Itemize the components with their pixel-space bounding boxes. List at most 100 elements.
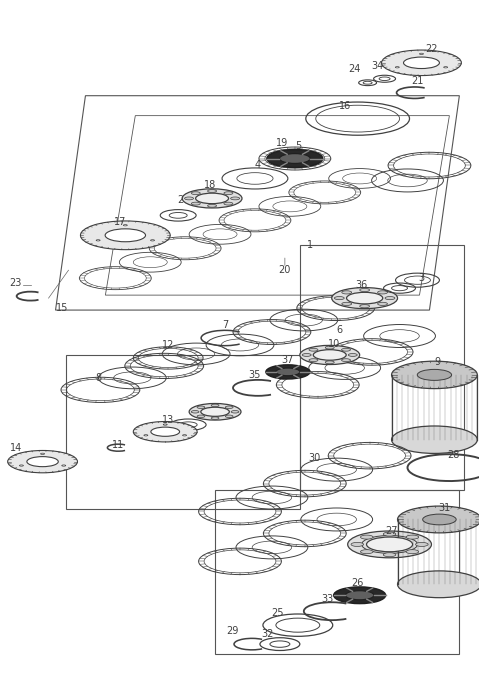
Ellipse shape [325, 361, 334, 364]
Ellipse shape [267, 150, 323, 167]
Ellipse shape [378, 302, 387, 305]
Text: 4: 4 [255, 160, 261, 171]
Text: 26: 26 [351, 578, 364, 588]
Text: 33: 33 [322, 594, 334, 604]
Text: 17: 17 [114, 217, 127, 227]
Ellipse shape [211, 404, 219, 406]
Ellipse shape [335, 297, 344, 300]
Ellipse shape [378, 290, 387, 294]
Ellipse shape [224, 192, 233, 195]
Ellipse shape [225, 415, 233, 418]
Ellipse shape [334, 587, 385, 603]
Ellipse shape [192, 202, 200, 205]
Ellipse shape [123, 224, 127, 226]
Text: 7: 7 [222, 320, 228, 330]
Text: 16: 16 [338, 100, 351, 111]
Ellipse shape [406, 550, 419, 554]
Text: 23: 23 [10, 278, 22, 288]
Ellipse shape [420, 53, 423, 55]
Text: 29: 29 [226, 626, 238, 636]
Text: 2: 2 [177, 195, 183, 206]
Ellipse shape [279, 154, 310, 163]
Ellipse shape [416, 543, 428, 547]
Ellipse shape [19, 465, 24, 466]
Text: 18: 18 [204, 181, 216, 191]
Ellipse shape [41, 453, 45, 454]
Text: 37: 37 [282, 355, 294, 365]
Text: 20: 20 [279, 265, 291, 275]
Ellipse shape [347, 293, 383, 304]
Ellipse shape [211, 417, 219, 419]
Ellipse shape [325, 346, 334, 349]
Ellipse shape [105, 229, 145, 242]
Text: 6: 6 [336, 325, 343, 335]
Ellipse shape [397, 506, 480, 533]
Text: 21: 21 [411, 75, 424, 86]
Ellipse shape [96, 240, 100, 241]
Ellipse shape [404, 57, 439, 69]
Ellipse shape [192, 192, 200, 195]
Ellipse shape [302, 353, 311, 357]
Ellipse shape [231, 410, 239, 413]
Ellipse shape [151, 427, 180, 436]
Ellipse shape [342, 348, 350, 351]
Ellipse shape [348, 353, 357, 357]
Ellipse shape [163, 424, 167, 425]
Ellipse shape [309, 359, 318, 361]
Ellipse shape [189, 404, 241, 420]
Ellipse shape [182, 435, 187, 436]
Ellipse shape [182, 189, 242, 208]
Text: 10: 10 [328, 339, 340, 349]
Ellipse shape [197, 415, 205, 418]
Ellipse shape [406, 535, 419, 539]
Ellipse shape [351, 543, 364, 547]
Ellipse shape [384, 532, 396, 536]
Ellipse shape [342, 290, 352, 294]
Text: 8: 8 [96, 373, 101, 383]
Ellipse shape [62, 465, 66, 466]
Ellipse shape [8, 450, 77, 472]
Ellipse shape [392, 361, 477, 389]
Text: 13: 13 [162, 415, 174, 425]
Text: 30: 30 [309, 453, 321, 462]
Text: 9: 9 [434, 357, 441, 367]
Ellipse shape [27, 456, 58, 466]
Ellipse shape [266, 365, 310, 379]
Ellipse shape [423, 514, 456, 525]
Ellipse shape [300, 345, 360, 365]
Ellipse shape [346, 590, 374, 600]
Text: 19: 19 [276, 137, 288, 148]
Ellipse shape [196, 193, 228, 204]
Ellipse shape [207, 189, 216, 193]
Text: 12: 12 [162, 340, 174, 350]
Ellipse shape [81, 221, 170, 249]
Text: 27: 27 [385, 526, 398, 537]
Ellipse shape [360, 535, 373, 539]
Ellipse shape [348, 531, 432, 558]
Ellipse shape [313, 350, 346, 360]
Ellipse shape [396, 67, 399, 68]
Ellipse shape [342, 359, 350, 361]
Text: 31: 31 [438, 503, 451, 512]
Ellipse shape [230, 197, 240, 200]
Ellipse shape [276, 368, 300, 376]
Ellipse shape [185, 197, 193, 200]
Text: 34: 34 [372, 61, 384, 71]
Text: 32: 32 [262, 629, 274, 639]
Text: 28: 28 [447, 450, 459, 460]
Ellipse shape [332, 288, 397, 309]
Ellipse shape [151, 240, 155, 241]
Text: 22: 22 [425, 44, 438, 54]
Text: 11: 11 [112, 439, 124, 450]
Ellipse shape [382, 50, 461, 75]
Text: 25: 25 [272, 608, 284, 618]
Ellipse shape [444, 67, 448, 68]
Ellipse shape [384, 553, 396, 557]
Text: 24: 24 [348, 64, 361, 73]
Ellipse shape [191, 410, 199, 413]
Ellipse shape [133, 421, 197, 442]
Text: 5: 5 [295, 141, 301, 150]
Ellipse shape [224, 202, 233, 205]
Ellipse shape [367, 537, 413, 552]
Text: 14: 14 [10, 443, 22, 453]
